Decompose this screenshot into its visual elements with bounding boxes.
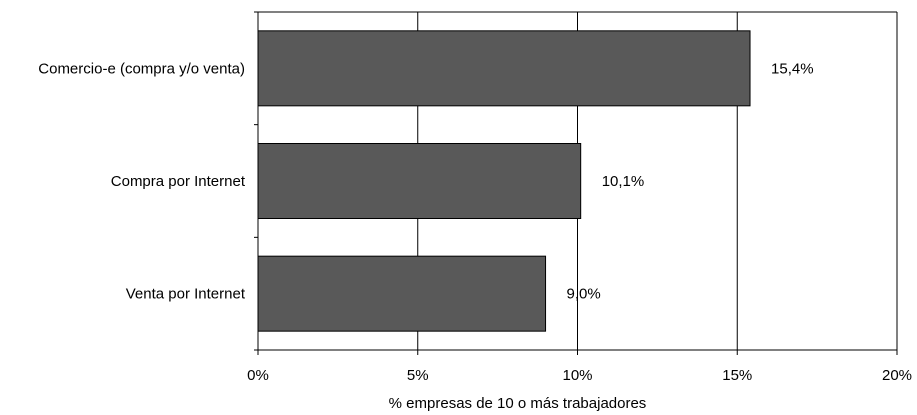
value-labels-group: 15,4% 10,1% 9,0%: [567, 60, 814, 302]
value-label-2: 9,0%: [567, 286, 601, 303]
x-ticks-group: 0% 5% 10% 15% 20%: [247, 350, 912, 384]
category-label-0: Comercio-e (compra y/o venta): [38, 60, 245, 77]
bar-0: [257, 30, 751, 107]
bars-group: [257, 30, 751, 332]
bar-1: [257, 143, 582, 219]
x-axis-title: % empresas de 10 o más trabajadores: [389, 395, 647, 412]
x-tick-label-1: 5%: [407, 367, 429, 384]
x-tick-label-4: 20%: [882, 367, 912, 384]
x-tick-label-0: 0%: [247, 367, 269, 384]
value-label-1: 10,1%: [602, 173, 645, 190]
x-tick-label-2: 10%: [562, 367, 592, 384]
category-label-1: Compra por Internet: [111, 173, 246, 190]
category-labels-group: Comercio-e (compra y/o venta) Compra por …: [38, 60, 246, 302]
bar-2: [257, 255, 547, 332]
x-tick-label-3: 15%: [722, 367, 752, 384]
category-label-2: Venta por Internet: [126, 286, 246, 303]
value-label-0: 15,4%: [771, 60, 814, 77]
